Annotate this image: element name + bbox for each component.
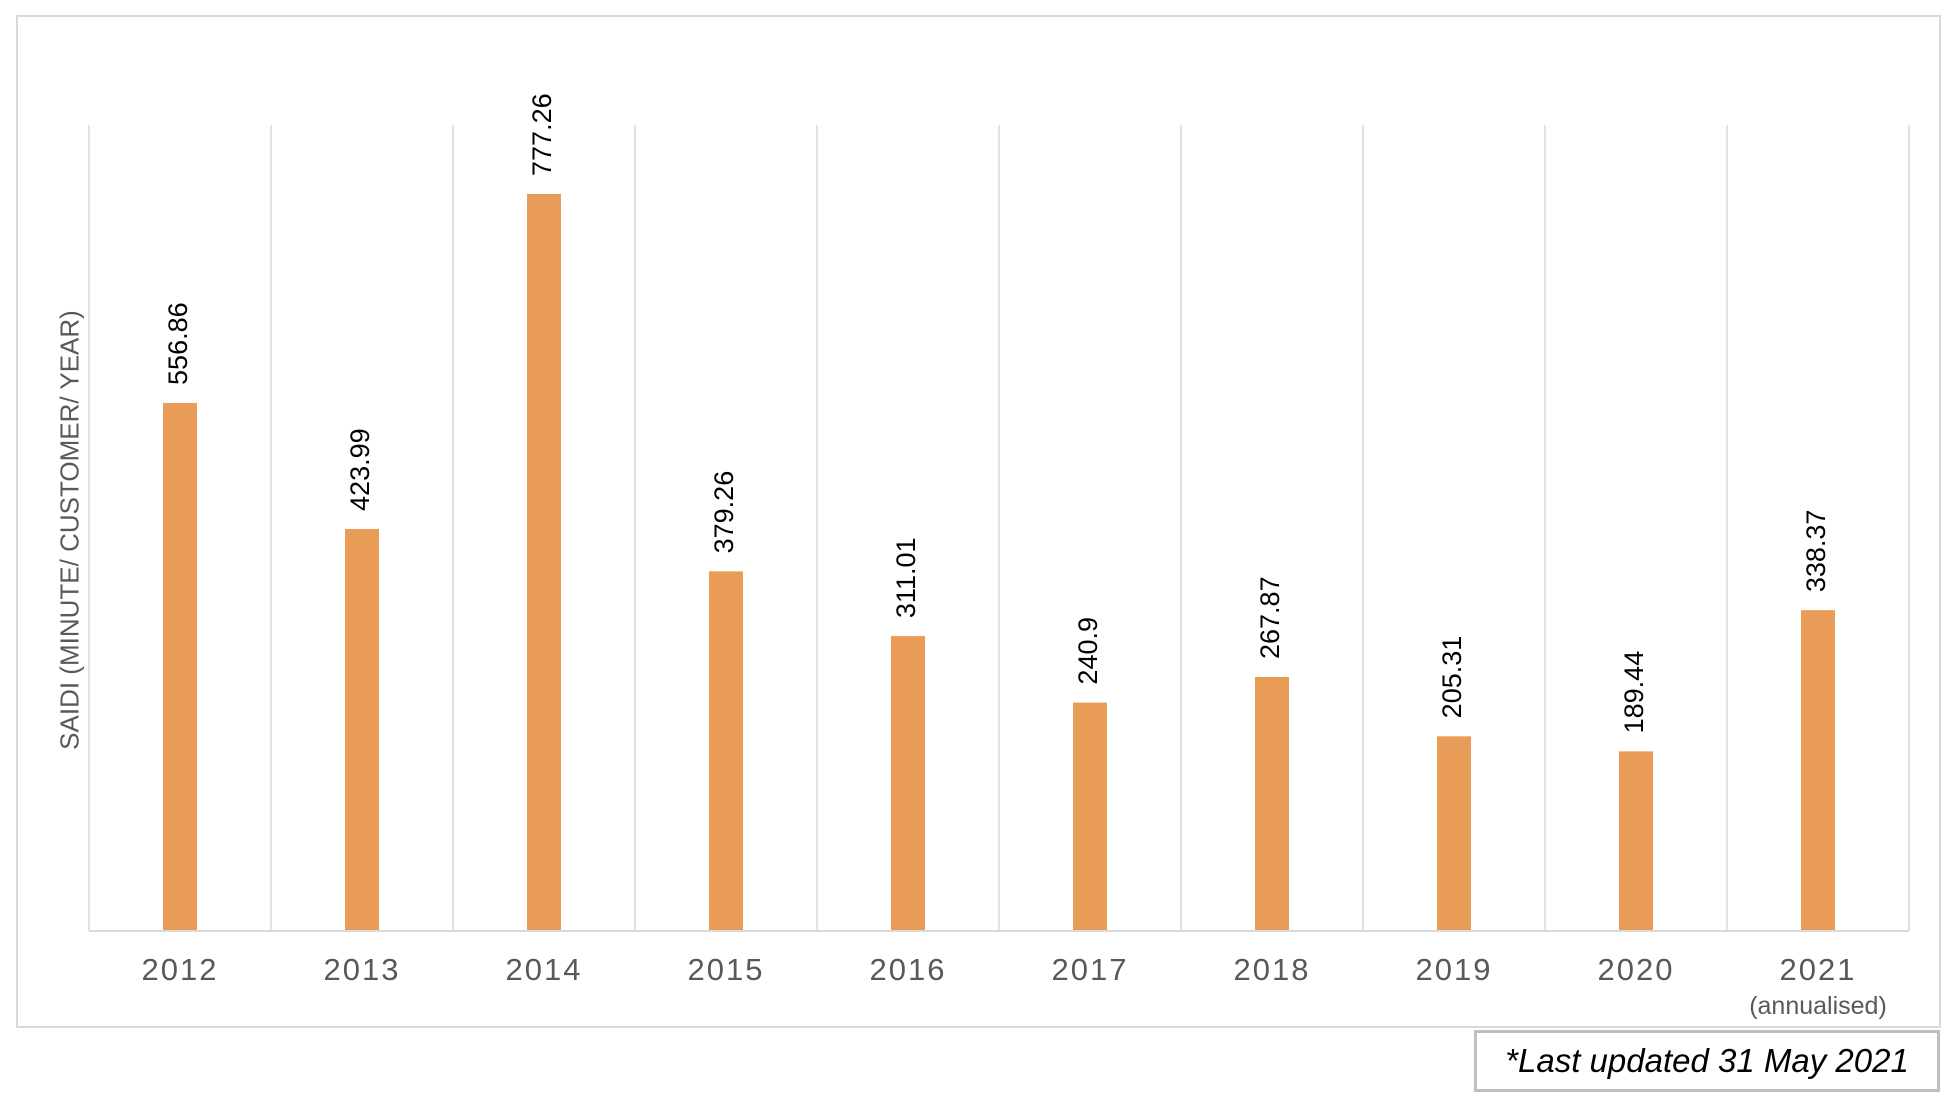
x-tick-label: 2013 [324, 952, 401, 987]
bar-2012 [163, 402, 197, 931]
chart-frame [16, 15, 1941, 1028]
x-tick-label: 2021 [1780, 952, 1857, 987]
last-updated-note: *Last updated 31 May 2021 [1474, 1030, 1940, 1092]
data-label: 423.99 [345, 428, 375, 511]
data-label: 205.31 [1437, 636, 1467, 719]
data-label: 379.26 [709, 471, 739, 554]
x-tick-label: 2019 [1416, 952, 1493, 987]
data-label: 777.26 [527, 93, 557, 176]
bar-2015 [709, 571, 743, 931]
data-label: 556.86 [163, 302, 193, 385]
data-label: 338.37 [1801, 510, 1831, 593]
bar-2019 [1437, 736, 1471, 931]
x-tick-label: 2018 [1234, 952, 1311, 987]
x-tick-label: 2012 [142, 952, 219, 987]
data-label: 240.9 [1073, 617, 1103, 685]
data-label: 189.44 [1619, 651, 1649, 734]
bar-2021 [1801, 610, 1835, 931]
x-tick-sublabel: (annualised) [1749, 992, 1887, 1020]
x-tick-label: 2020 [1598, 952, 1675, 987]
x-tick-label: 2014 [506, 952, 583, 987]
x-tick-label: 2017 [1052, 952, 1129, 987]
bar-2017 [1073, 702, 1107, 931]
bar-2013 [345, 528, 379, 931]
data-label: 311.01 [891, 538, 921, 619]
bar-2016 [891, 636, 925, 931]
x-tick-label: 2015 [688, 952, 765, 987]
x-tick-label: 2016 [870, 952, 947, 987]
bar-chart: 556.86 423.99 777.26 379.26 311.01 240.9 267.8… [88, 93, 1910, 1020]
y-axis-label: SAIDI (MINUTE/ CUSTOMER/ YEAR) [54, 310, 85, 750]
bar-2014 [527, 193, 561, 932]
bar-2018 [1255, 676, 1289, 931]
bar-2020 [1619, 751, 1653, 931]
last-updated-text: *Last updated 31 May 2021 [1505, 1042, 1909, 1079]
data-label: 267.87 [1255, 576, 1285, 659]
